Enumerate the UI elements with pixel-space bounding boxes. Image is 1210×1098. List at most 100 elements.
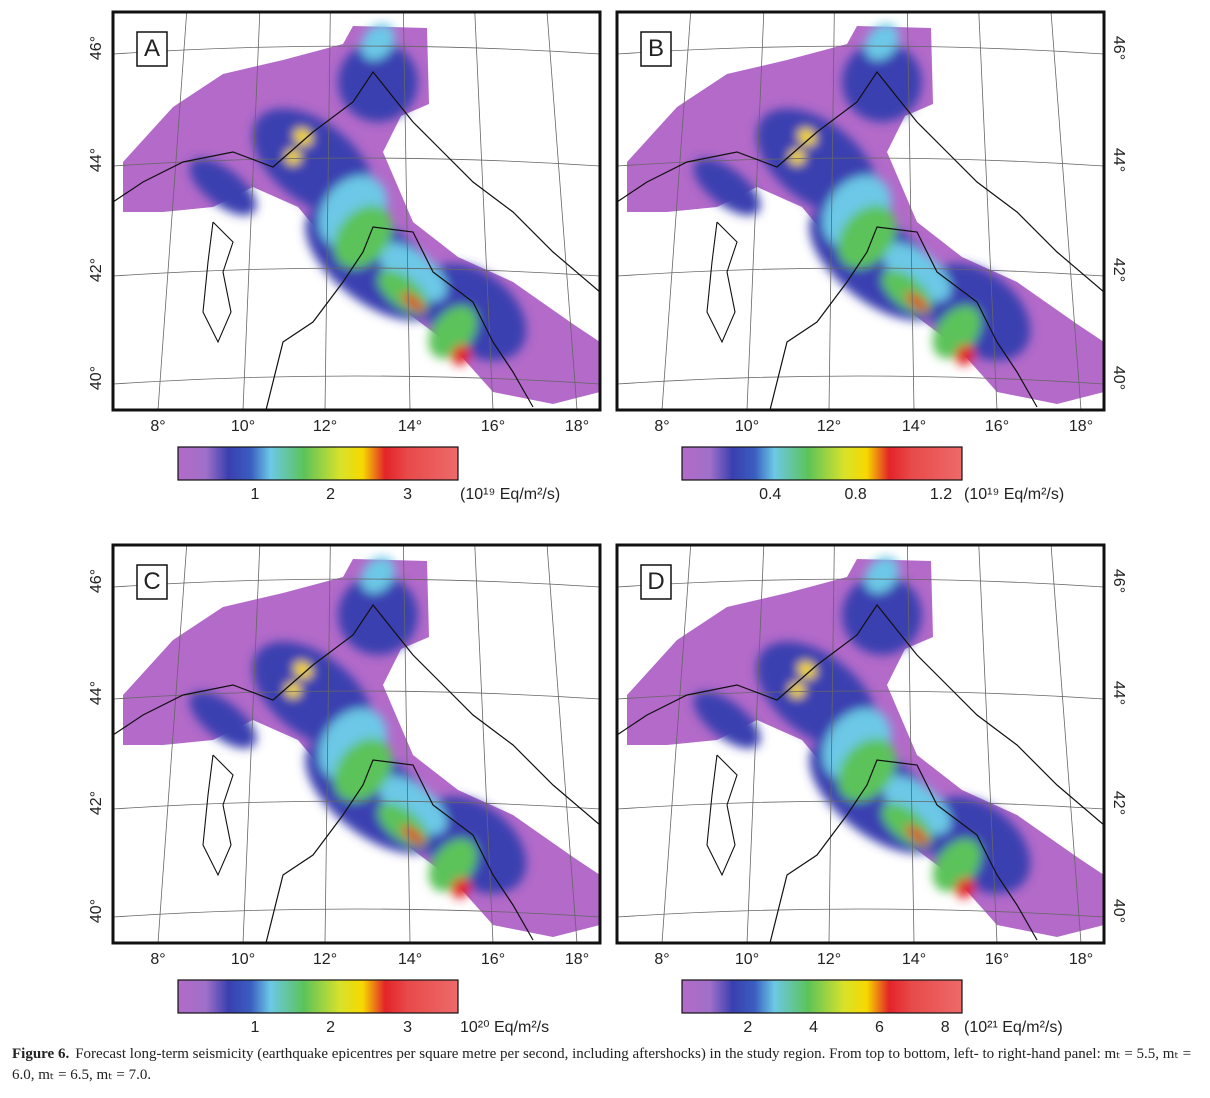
meridian — [978, 12, 998, 410]
seismicity-patch — [837, 205, 897, 269]
latitude-label: 42° — [1110, 791, 1127, 815]
seismicity-patch — [837, 738, 897, 802]
meridian — [661, 12, 692, 410]
parallel — [617, 157, 1104, 167]
colorbar-tick-label: 3 — [403, 486, 412, 503]
colorbar-tick-label: 0.8 — [844, 486, 866, 503]
seismicity-patch — [693, 691, 761, 749]
meridian — [157, 545, 188, 943]
meridian — [403, 12, 411, 410]
meridian — [242, 12, 261, 410]
parallel — [617, 800, 1104, 810]
seismicity-field — [693, 23, 1031, 366]
longitude-label: 12° — [817, 951, 841, 968]
caption-label: Figure 6. — [12, 1046, 70, 1062]
colorbar-tick-label: 3 — [403, 1019, 412, 1036]
parallel — [617, 45, 1104, 55]
seismicity-patch — [189, 158, 257, 216]
coastline — [706, 221, 738, 344]
map-panel: A 8° 10° 12° 14° 16° 18° 46° 44° 42° 40° — [88, 10, 602, 435]
panel-label: C — [143, 568, 160, 595]
parallel — [113, 157, 600, 167]
longitude-label: 10° — [735, 418, 759, 435]
seismicity-patch — [693, 158, 761, 216]
colorbar-tick-label: 8 — [941, 1019, 950, 1036]
colorbar — [177, 979, 459, 1014]
longitude-label: 18° — [1069, 418, 1093, 435]
parallel — [617, 690, 1104, 700]
longitude-label: 12° — [817, 418, 841, 435]
seismicity-patch — [883, 242, 951, 302]
seismicity-patch — [797, 128, 817, 146]
latitude-label: 44° — [88, 681, 105, 705]
parallel — [113, 45, 600, 55]
colorbar-tick-label: 2 — [326, 1019, 335, 1036]
longitude-label: 18° — [565, 418, 589, 435]
parallel — [617, 908, 1104, 918]
coastline — [769, 759, 1038, 943]
latitude-label: 42° — [1110, 258, 1127, 282]
longitude-label: 10° — [231, 951, 255, 968]
meridian — [474, 545, 494, 943]
longitude-label: 16° — [985, 418, 1009, 435]
seismicity-patch — [293, 661, 313, 679]
seismicity-patch — [842, 575, 922, 655]
longitude-label: 8° — [150, 418, 165, 435]
map-panel: B 8° 10° 12° 14° 16° 18° 46° 44° 42° 40° — [615, 10, 1127, 435]
seismicity-patch — [451, 877, 471, 899]
parallel — [617, 578, 1104, 588]
longitude-label: 14° — [398, 418, 422, 435]
colorbar-tick-label: 1 — [251, 1019, 260, 1036]
meridian — [1050, 545, 1082, 943]
seismicity-patch — [401, 292, 425, 312]
seismicity-patch — [864, 23, 900, 61]
latitude-label: 42° — [88, 258, 105, 282]
colorbar-tick-label: 0.4 — [759, 486, 781, 503]
meridian — [746, 545, 765, 943]
seismicity-patch — [189, 691, 257, 749]
meridian — [828, 12, 835, 410]
seismicity-patch — [338, 575, 418, 655]
seismicity-patch — [864, 556, 900, 594]
meridian — [907, 12, 915, 410]
seismicity-field — [189, 556, 527, 899]
meridian — [403, 545, 411, 943]
seismicity-field — [693, 556, 1031, 899]
seismicity-patch — [905, 292, 929, 312]
latitude-label: 40° — [1110, 899, 1127, 923]
colorbar-tick-label: 1 — [251, 486, 260, 503]
longitude-label: 12° — [313, 951, 337, 968]
parallel — [617, 267, 1104, 277]
longitude-label: 10° — [231, 418, 255, 435]
seismicity-patch — [797, 661, 817, 679]
seismicity-patch — [451, 344, 471, 366]
map — [113, 545, 600, 943]
meridian — [324, 12, 331, 410]
parallel — [113, 375, 600, 385]
colorbar-tick-label: 4 — [809, 1019, 818, 1036]
coastline — [617, 70, 1104, 293]
seismicity-patch — [905, 825, 929, 845]
seismicity-patch — [955, 344, 975, 366]
colorbar-tick-label: 6 — [875, 1019, 884, 1036]
parallel — [113, 800, 600, 810]
map — [617, 545, 1104, 943]
longitude-label: 14° — [902, 418, 926, 435]
colorbar-tick-label: 2 — [326, 486, 335, 503]
coastline — [706, 754, 738, 877]
seismicity-patch — [333, 205, 393, 269]
latitude-label: 40° — [1110, 366, 1127, 390]
longitude-label: 12° — [313, 418, 337, 435]
colorbar-tick-label: 2 — [743, 1019, 752, 1036]
coastline — [202, 754, 234, 877]
parallel — [113, 908, 600, 918]
meridian — [661, 545, 692, 943]
map — [617, 12, 1104, 410]
colorbar — [177, 446, 459, 481]
map-frame — [615, 10, 1106, 412]
longitude-label: 8° — [150, 951, 165, 968]
latitude-label: 40° — [88, 366, 105, 390]
meridian — [907, 545, 915, 943]
meridian — [474, 12, 494, 410]
